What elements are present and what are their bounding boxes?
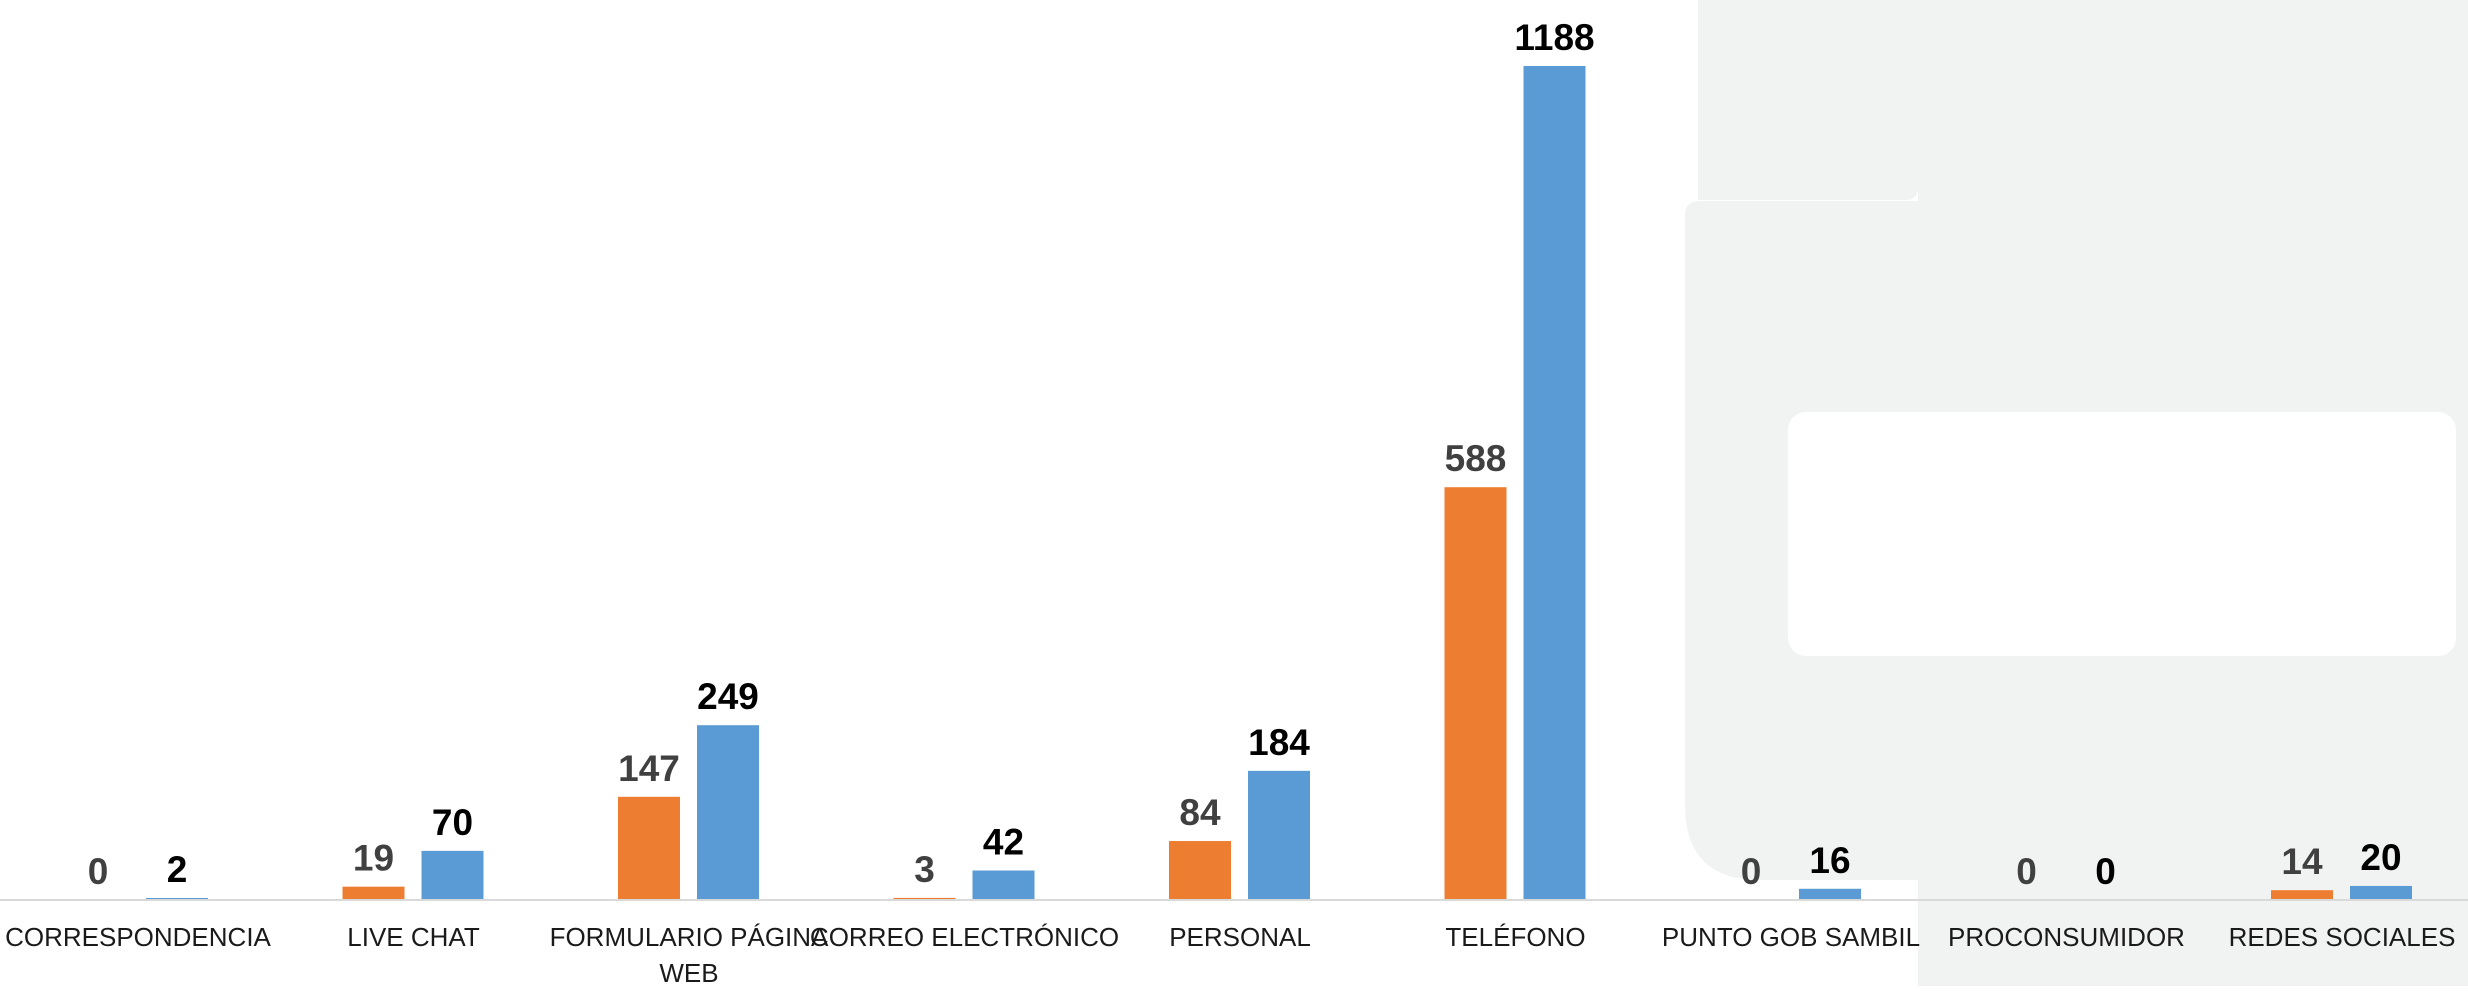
value-label-blue-4: 184 — [1248, 722, 1310, 763]
bar-orange-3 — [893, 897, 956, 900]
value-label-orange-3: 3 — [914, 849, 935, 890]
bar-blue-4 — [1248, 770, 1310, 900]
value-label-orange-2: 147 — [618, 748, 680, 789]
category-label-6: PUNTO GOB SAMBIL — [1662, 922, 1920, 952]
bar-orange-8 — [2271, 890, 2333, 900]
bar-blue-6 — [1799, 888, 1861, 900]
value-label-orange-5: 588 — [1445, 438, 1507, 479]
bar-blue-1 — [421, 850, 484, 900]
category-label-4: PERSONAL — [1169, 922, 1311, 952]
value-label-blue-7: 0 — [2095, 851, 2116, 892]
bars — [146, 66, 2412, 900]
value-label-blue-5: 1188 — [1514, 17, 1594, 58]
bar-orange-4 — [1169, 841, 1231, 900]
value-label-blue-6: 16 — [1809, 840, 1850, 881]
category-label-7: PROCONSUMIDOR — [1948, 922, 2185, 952]
bar-orange-5 — [1444, 487, 1507, 900]
category-label-3: CORREO ELECTRÓNICO — [810, 922, 1119, 952]
background-card — [1788, 412, 2456, 656]
category-label-5: TELÉFONO — [1445, 922, 1585, 952]
value-label-orange-7: 0 — [2016, 851, 2037, 892]
value-label-blue-3: 42 — [983, 822, 1024, 863]
bar-blue-2 — [697, 725, 759, 900]
bar-blue-5 — [1523, 66, 1586, 900]
value-label-orange-0: 0 — [88, 851, 109, 892]
category-label-0: CORRESPONDENCIA — [5, 922, 271, 952]
bar-blue-3 — [972, 870, 1035, 900]
category-label-1: LIVE CHAT — [347, 922, 480, 952]
value-label-orange-8: 14 — [2281, 841, 2323, 882]
value-label-blue-8: 20 — [2360, 837, 2401, 878]
category-label-2: FORMULARIO PÁGINA — [550, 922, 829, 952]
bar-blue-8 — [2350, 885, 2412, 900]
category-label-8: REDES SOCIALES — [2229, 922, 2456, 952]
bar-orange-2 — [618, 796, 680, 900]
background-panels — [1685, 0, 2468, 986]
category-label-2-line2: WEB — [659, 958, 718, 986]
value-label-orange-1: 19 — [353, 838, 394, 879]
value-label-blue-0: 2 — [167, 849, 188, 890]
value-label-blue-2: 249 — [697, 676, 759, 717]
value-label-orange-4: 84 — [1179, 792, 1221, 833]
value-label-orange-6: 0 — [1741, 851, 1762, 892]
value-labels: 0 2 19 70 147 249 3 42 84 184 588 1188 0 16 0 0 14 20 — [88, 17, 2402, 892]
bar-orange-1 — [342, 886, 405, 900]
category-labels: CORRESPONDENCIA LIVE CHAT FORMULARIO PÁGIN… — [5, 922, 2456, 988]
value-label-blue-1: 70 — [432, 802, 473, 843]
